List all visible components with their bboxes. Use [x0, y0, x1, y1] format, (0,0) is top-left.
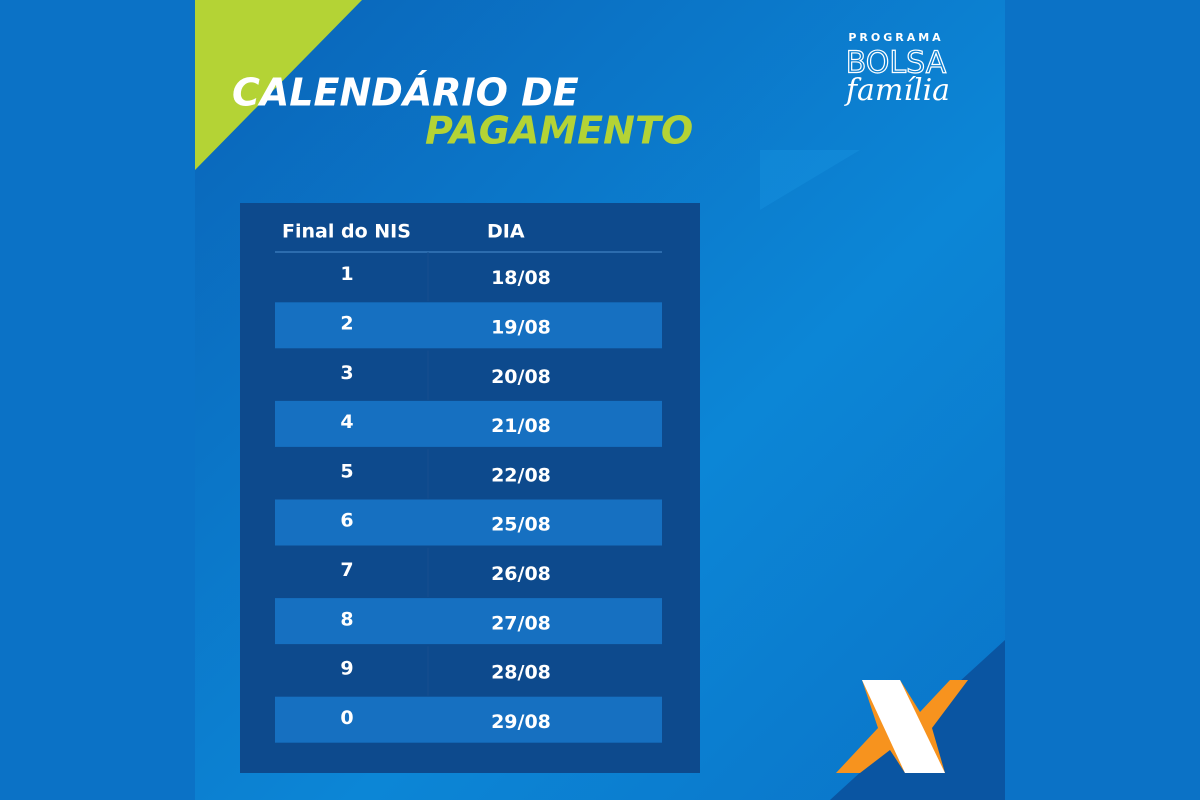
row-stripe — [275, 499, 662, 546]
logo-middle: BOLSA — [846, 46, 947, 81]
row-stripe — [275, 598, 662, 645]
date-cell: 29/08 — [491, 711, 551, 733]
logo-top: PROGRAMA — [848, 31, 943, 44]
row-stripe — [275, 696, 662, 743]
column-header: Final do NIS — [282, 221, 411, 243]
logo-bottom: família — [844, 73, 950, 108]
column-header: DIA — [487, 221, 525, 243]
date-cell: 26/08 — [491, 563, 551, 585]
nis-cell: 6 — [340, 510, 353, 532]
date-cell: 19/08 — [491, 316, 551, 338]
date-cell: 27/08 — [491, 612, 551, 634]
row-stripe — [275, 400, 662, 447]
date-cell: 20/08 — [491, 366, 551, 388]
date-cell: 22/08 — [491, 464, 551, 486]
row-stripe — [275, 302, 662, 349]
green-corner — [195, 0, 362, 170]
nis-cell: 4 — [340, 411, 353, 433]
date-cell: 28/08 — [491, 662, 551, 684]
nis-cell: 8 — [340, 608, 353, 630]
date-cell: 25/08 — [491, 514, 551, 536]
decor-stripe — [760, 150, 860, 210]
table-box — [240, 203, 700, 773]
nis-cell: 5 — [340, 460, 353, 482]
table-rows: 1 18/08 2 19/08 3 20/08 4 21/08 5 22/08 6 25/08 7 26/… — [275, 252, 662, 743]
nis-cell: 9 — [340, 658, 353, 680]
title-line1: CALENDÁRIO DE — [232, 71, 579, 115]
nis-cell: 2 — [340, 312, 353, 334]
x-logo-white — [862, 680, 945, 773]
nis-cell: 0 — [340, 707, 353, 729]
date-cell: 18/08 — [491, 267, 551, 289]
nis-cell: 7 — [340, 559, 353, 581]
title-line2: PAGAMENTO — [425, 109, 693, 153]
nis-cell: 3 — [340, 362, 353, 384]
nis-cell: 1 — [340, 263, 353, 285]
date-cell: 21/08 — [491, 415, 551, 437]
